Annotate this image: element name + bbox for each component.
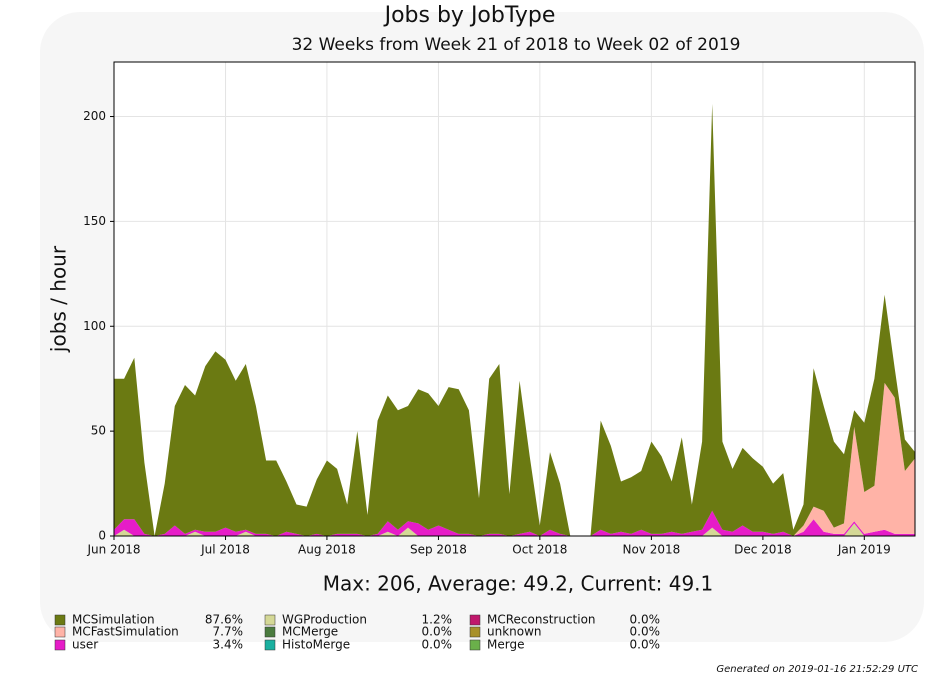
chart-subtitle: 32 Weeks from Week 21 of 2018 to Week 02… xyxy=(292,35,741,55)
x-tick-label: Sep 2018 xyxy=(410,543,467,557)
legend-share: 87.6% xyxy=(205,613,243,627)
y-tick-label: 0 xyxy=(98,529,106,543)
y-axis-label: jobs / hour xyxy=(47,245,71,353)
legend-label: MCFastSimulation xyxy=(72,625,179,639)
legend-share: 0.0% xyxy=(422,625,453,639)
legend: MCSimulation 87.6% MCFastSimulation 7.7% use… xyxy=(54,613,661,652)
legend-label: MCSimulation xyxy=(72,613,155,627)
y-tick-label: 150 xyxy=(83,214,106,228)
legend-label: HistoMerge xyxy=(282,638,350,652)
legend-label: unknown xyxy=(487,625,542,639)
legend-label: WGProduction xyxy=(282,613,367,627)
x-tick-label: Dec 2018 xyxy=(734,543,792,557)
legend-swatch xyxy=(54,614,66,626)
area xyxy=(114,103,915,537)
x-tick-label: Jul 2018 xyxy=(200,543,250,557)
legend-share: 7.7% xyxy=(213,625,244,639)
axis: 0 50 100 150 200 Jun 2018 Jul 2018 Aug 2018 Sep … xyxy=(83,109,891,556)
legend-label: MCMerge xyxy=(282,625,338,639)
chart-title: Jobs by JobType xyxy=(383,3,556,28)
legend-share: 1.2% xyxy=(422,613,453,627)
footer: Generated on 2019-01-16 21:52:29 UTC xyxy=(716,664,918,675)
legend-swatch xyxy=(54,626,66,638)
legend-swatch xyxy=(264,639,276,651)
x-tick-label: Aug 2018 xyxy=(298,543,356,557)
x-tick-label: Oct 2018 xyxy=(512,543,567,557)
legend-swatch xyxy=(264,626,276,638)
x-tick-label: Nov 2018 xyxy=(622,543,680,557)
legend-swatch xyxy=(54,639,66,651)
x-tick-label: Jan 2019 xyxy=(837,543,891,557)
stats: Max: 206, Average: 49.2, Current: 49.1 xyxy=(323,572,714,596)
plot-frame xyxy=(113,61,916,537)
areas xyxy=(114,103,915,537)
legend-share: 0.0% xyxy=(630,625,661,639)
legend-swatch xyxy=(469,614,481,626)
legend-swatch xyxy=(469,639,481,651)
y-tick-label: 200 xyxy=(83,109,106,123)
area xyxy=(114,523,915,536)
area xyxy=(114,510,915,536)
legend-label: MCReconstruction xyxy=(487,613,596,627)
legend-share: 0.0% xyxy=(630,613,661,627)
legend-share: 3.4% xyxy=(213,638,244,652)
legend-swatch xyxy=(264,614,276,626)
legend-label: user xyxy=(72,638,98,652)
y-tick-label: 50 xyxy=(91,424,106,438)
legend-share: 0.0% xyxy=(422,638,453,652)
x-tick-label: Jun 2018 xyxy=(86,543,140,557)
y-tick-label: 100 xyxy=(83,319,106,333)
legend-share: 0.0% xyxy=(630,638,661,652)
legend-label: Merge xyxy=(487,638,524,652)
legend-swatch xyxy=(469,626,481,638)
